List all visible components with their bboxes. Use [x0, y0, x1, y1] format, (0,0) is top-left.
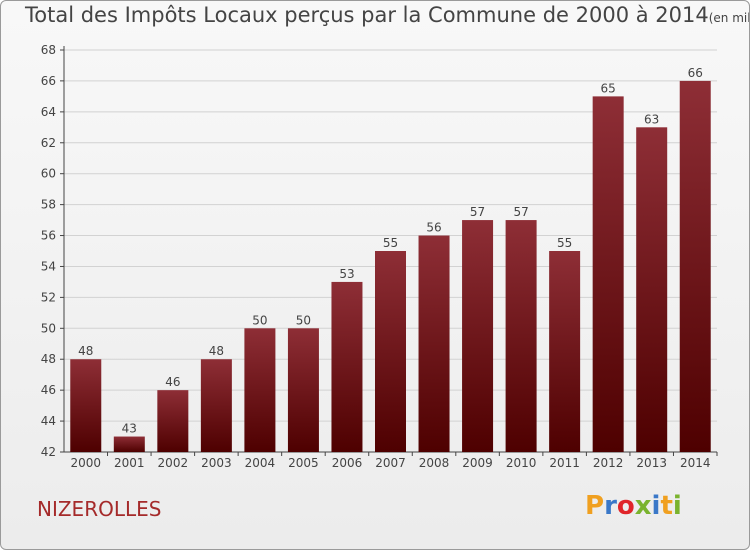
x-tick-label: 2011 [549, 456, 580, 470]
x-tick-label: 2006 [332, 456, 363, 470]
x-tick-label: 2007 [375, 456, 406, 470]
data-label: 48 [209, 344, 224, 358]
bar [636, 127, 668, 453]
y-tick-label: 50 [41, 321, 56, 335]
data-label: 57 [470, 205, 485, 219]
bar [113, 436, 145, 452]
y-tick-label: 68 [41, 43, 56, 57]
data-label: 66 [688, 66, 703, 80]
bar [200, 359, 232, 452]
y-tick-label: 48 [41, 352, 56, 366]
x-tick-label: 2013 [636, 456, 667, 470]
x-tick-label: 2012 [593, 456, 624, 470]
data-label: 53 [339, 267, 354, 281]
x-tick-label: 2008 [419, 456, 450, 470]
x-tick-label: 2014 [680, 456, 711, 470]
data-label: 56 [426, 221, 441, 235]
bar [462, 220, 494, 452]
bar [287, 328, 319, 452]
data-label: 55 [383, 236, 398, 250]
x-tick-label: 2009 [462, 456, 493, 470]
logo-letter: x [634, 491, 652, 521]
data-label: 43 [122, 422, 137, 436]
y-tick-label: 46 [41, 383, 56, 397]
x-tick-label: 2005 [288, 456, 319, 470]
x-tick-label: 2010 [506, 456, 537, 470]
data-label: 63 [644, 112, 659, 126]
y-tick-label: 60 [41, 167, 56, 181]
chart-title-text: Total des Impôts Locaux perçus par la Co… [25, 3, 709, 27]
bar [592, 96, 624, 452]
y-tick-label: 64 [41, 105, 56, 119]
logo-letter: i [651, 491, 661, 521]
x-tick-label: 2001 [114, 456, 145, 470]
data-label: 57 [513, 205, 528, 219]
bar [70, 359, 102, 452]
data-label: 48 [78, 344, 93, 358]
x-tick-label: 2000 [70, 456, 101, 470]
y-tick-label: 56 [41, 229, 56, 243]
x-tick-label: 2004 [245, 456, 276, 470]
data-label: 65 [601, 81, 616, 95]
logo-letter: P [585, 491, 605, 521]
bar [679, 80, 711, 452]
y-tick-label: 66 [41, 74, 56, 88]
logo-letter: i [672, 491, 682, 521]
y-tick-label: 58 [41, 198, 56, 212]
logo-letter: o [616, 491, 635, 521]
proxiti-logo[interactable]: Proxiti [585, 491, 682, 521]
logo-letter: r [604, 491, 617, 521]
bar [331, 281, 363, 452]
y-tick-label: 52 [41, 290, 56, 304]
data-label: 50 [296, 313, 311, 327]
logo-letter: t [660, 491, 673, 521]
data-label: 55 [557, 236, 572, 250]
bar [505, 220, 537, 452]
y-tick-label: 42 [41, 445, 56, 459]
commune-name: NIZEROLLES [37, 497, 162, 521]
y-tick-label: 44 [41, 414, 56, 428]
data-label: 50 [252, 313, 267, 327]
x-tick-label: 2002 [158, 456, 189, 470]
bar [549, 251, 581, 452]
data-label: 46 [165, 375, 180, 389]
bar [244, 328, 276, 452]
y-tick-label: 62 [41, 136, 56, 150]
bar [418, 235, 450, 452]
chart-title: Total des Impôts Locaux perçus par la Co… [25, 3, 749, 27]
chart-unit: (en milliers d'€) [708, 11, 749, 25]
x-tick-label: 2003 [201, 456, 232, 470]
bar [375, 251, 406, 452]
bar [157, 390, 189, 452]
y-tick-label: 54 [41, 259, 56, 273]
